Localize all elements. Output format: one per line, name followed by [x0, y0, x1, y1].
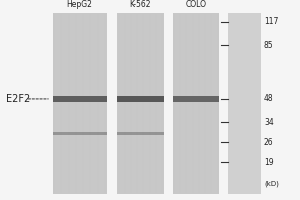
Bar: [117, 13, 164, 194]
Text: COLO: COLO: [185, 0, 206, 9]
Bar: [52, 13, 106, 194]
Bar: [172, 96, 219, 102]
Text: E2F2: E2F2: [6, 94, 30, 104]
Bar: [117, 96, 164, 102]
Text: 117: 117: [264, 17, 278, 26]
Text: 48: 48: [264, 94, 274, 103]
Bar: [117, 132, 164, 135]
Text: 26: 26: [264, 138, 274, 147]
Text: 19: 19: [264, 158, 274, 167]
Text: 85: 85: [264, 41, 274, 50]
Text: 34: 34: [264, 118, 274, 127]
Text: K-562: K-562: [130, 0, 151, 9]
Bar: [228, 13, 261, 194]
Bar: [52, 132, 106, 135]
Bar: [172, 13, 219, 194]
Text: (kD): (kD): [264, 180, 279, 187]
Text: HepG2: HepG2: [67, 0, 92, 9]
Bar: [52, 96, 106, 102]
